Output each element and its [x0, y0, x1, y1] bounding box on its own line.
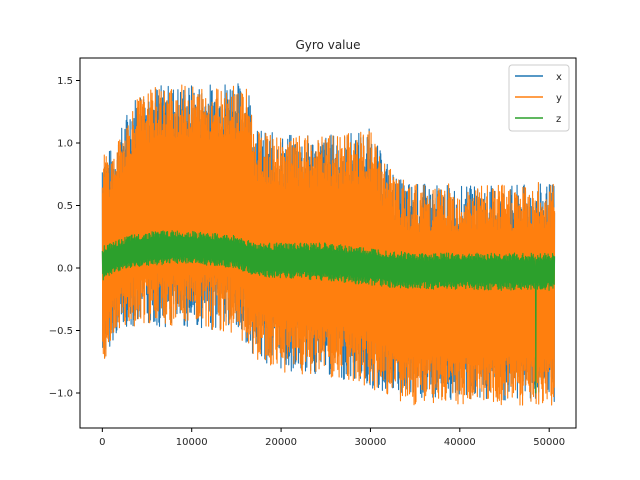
y-tick-label: 0.5: [57, 201, 73, 212]
x-tick-label: 40000: [444, 437, 476, 448]
legend-box: [508, 64, 570, 132]
x-tick-label: 10000: [176, 437, 208, 448]
y-tick-label: −0.5: [49, 326, 73, 337]
plot-frame: [79, 57, 577, 429]
legend-label-y: y: [556, 93, 562, 104]
x-tick-label: 0: [99, 437, 105, 448]
x-tick-label: 30000: [355, 437, 387, 448]
y-tick-label: −1.0: [49, 389, 73, 400]
y-tick-label: 1.5: [57, 76, 73, 87]
x-tick-label: 20000: [265, 437, 297, 448]
x-tick-label: 50000: [533, 437, 565, 448]
legend-label-x: x: [556, 72, 562, 83]
legend: xyz: [508, 64, 570, 132]
x-axis: 0 10000 20000 30000 40000 50000: [99, 428, 565, 448]
y-tick-label: 0.0: [57, 264, 73, 275]
series-layer: [101, 83, 556, 406]
y-axis: −1.0 −0.5 0.0 0.5 1.0 1.5: [49, 76, 80, 400]
chart-title: Gyro value: [295, 38, 360, 52]
y-tick-label: 1.0: [57, 139, 73, 150]
legend-label-z: z: [556, 114, 561, 125]
series-line-z: [101, 230, 556, 394]
